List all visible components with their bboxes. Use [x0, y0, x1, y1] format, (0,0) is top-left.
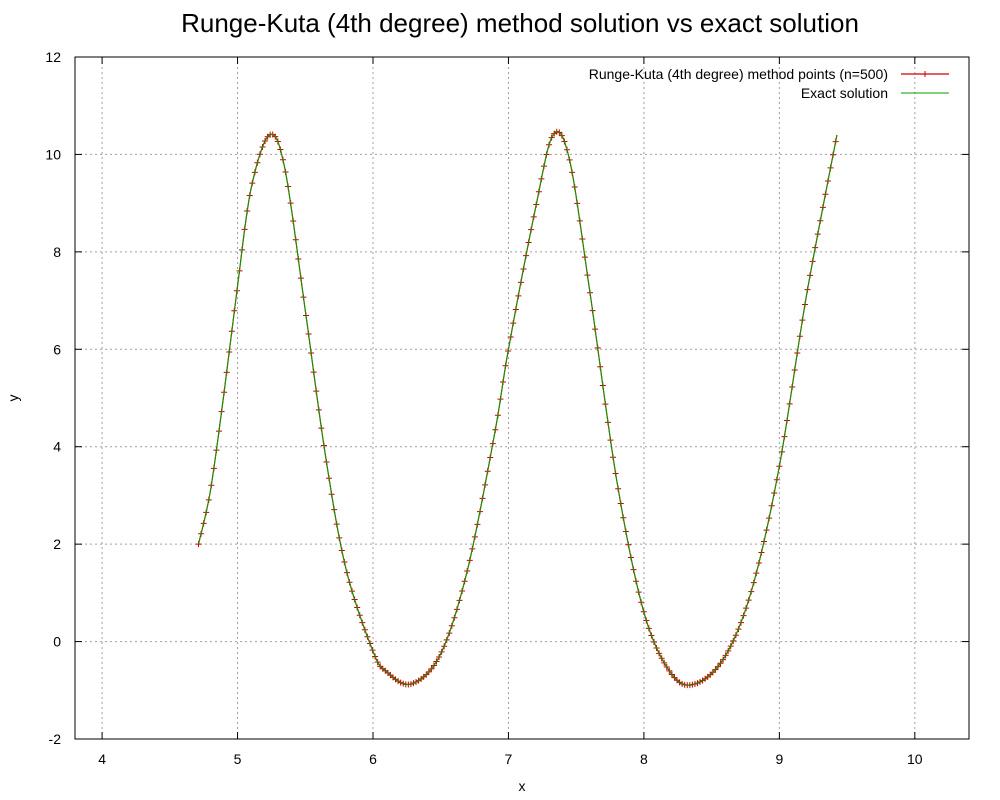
y-tick-label: 12 — [45, 49, 61, 65]
legend-label-rk: Runge-Kuta (4th degree) method points (n… — [589, 66, 888, 82]
plot-frame — [74, 56, 970, 740]
y-tick-label: -2 — [49, 731, 62, 747]
x-tick-label: 5 — [234, 751, 242, 767]
x-tick-label: 8 — [640, 751, 648, 767]
grid — [75, 57, 969, 739]
x-tick-label: 6 — [369, 751, 377, 767]
y-tick-label: 0 — [53, 634, 61, 650]
y-tick-label: 4 — [53, 439, 61, 455]
x-tick-label: 10 — [907, 751, 923, 767]
x-tick-label: 9 — [775, 751, 783, 767]
x-axis-label: x — [519, 778, 526, 794]
y-axis-label: y — [5, 395, 21, 402]
legend-label-exact: Exact solution — [801, 85, 888, 101]
y-tick-label: 2 — [53, 536, 61, 552]
y-tick-label: 8 — [53, 244, 61, 260]
exact-series-line — [198, 131, 838, 686]
legend: Runge-Kuta (4th degree) method points (n… — [589, 66, 949, 101]
x-tick-label: 4 — [98, 751, 106, 767]
axis-ticks: 4 5 6 7 8 9 10 -2 0 2 4 6 8 10 12 — [45, 49, 969, 767]
y-tick-label: 6 — [53, 341, 61, 357]
chart-title: Runge-Kuta (4th degree) method solution … — [181, 8, 859, 38]
x-tick-label: 7 — [505, 751, 513, 767]
y-tick-label: 10 — [45, 146, 61, 162]
plot-series — [195, 128, 839, 689]
